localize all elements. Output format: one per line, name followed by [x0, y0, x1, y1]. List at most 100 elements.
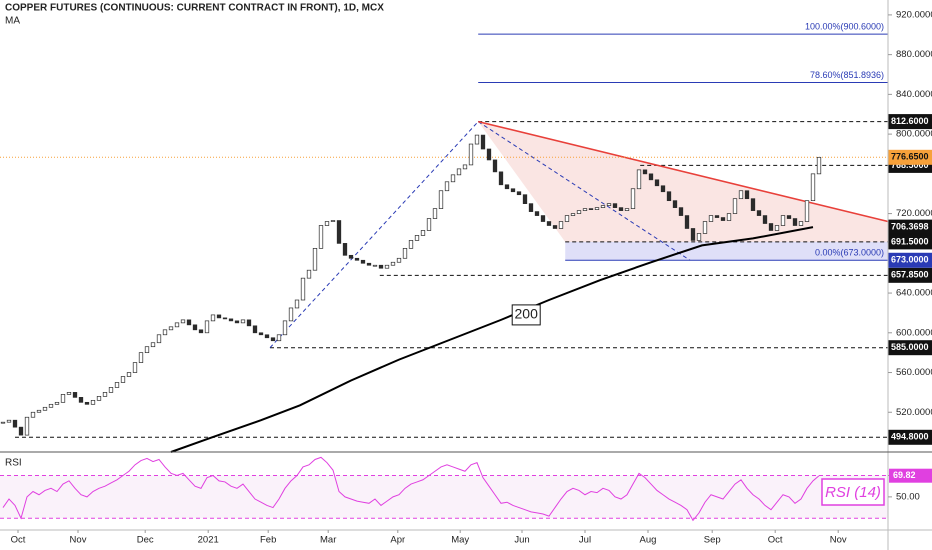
candle [768, 223, 774, 231]
candle [564, 215, 570, 222]
fib-label: 100.00%(900.6000) [805, 22, 884, 32]
candle [816, 156, 822, 175]
candle [210, 314, 216, 322]
candle [648, 173, 654, 181]
candle [804, 200, 810, 222]
candle [90, 399, 96, 405]
candle [594, 207, 600, 210]
candle [18, 426, 24, 436]
fib-label: 78.60%(851.8936) [810, 70, 884, 80]
candle [378, 264, 384, 269]
candle [510, 188, 516, 193]
candle [420, 230, 426, 236]
candle [690, 228, 696, 241]
x-tick-label: Nov [830, 535, 847, 546]
y-tick-label: 560.0000 [896, 367, 932, 378]
price-box-label: 585.0000 [891, 342, 929, 352]
rsi-badge-box [821, 478, 885, 506]
candle [54, 401, 60, 405]
candle [120, 376, 126, 383]
y-tick-label: 800.0000 [896, 129, 932, 140]
candle [216, 314, 222, 319]
candle [468, 143, 474, 166]
rsi-line [2, 456, 820, 522]
price-box [888, 149, 932, 165]
candle [324, 221, 330, 226]
y-tick-label: 520.0000 [896, 407, 932, 418]
candle [132, 362, 138, 373]
candle [726, 213, 732, 221]
candle [66, 392, 72, 395]
candle [372, 264, 378, 267]
candle [390, 261, 396, 266]
candle [618, 207, 624, 211]
candle [732, 198, 738, 214]
candle [702, 221, 708, 234]
candle [588, 208, 594, 210]
candle [174, 322, 180, 328]
candle [750, 198, 756, 211]
y-tick-label: 840.0000 [896, 89, 932, 100]
y-tick-label: 920.0000 [896, 9, 932, 20]
y-tick-label: 600.0000 [896, 327, 932, 338]
annotation-box [511, 304, 541, 326]
candle [714, 215, 720, 218]
candle [786, 215, 792, 219]
candle [48, 403, 54, 408]
price-box-label: 657.8500 [891, 270, 929, 280]
candle [462, 164, 468, 170]
x-tick-label: Nov [70, 535, 87, 546]
candle [654, 179, 660, 187]
candle [672, 200, 678, 208]
indicator-label: MA [5, 16, 20, 27]
candle [198, 329, 204, 334]
candle [126, 372, 132, 377]
candle [342, 243, 348, 256]
candle [228, 318, 234, 322]
candle [348, 254, 354, 259]
candle [660, 185, 666, 193]
price-box-label: 673.0000 [891, 255, 929, 265]
price-box-label: 776.6500 [891, 152, 929, 162]
candle [96, 396, 102, 401]
candle [336, 220, 342, 244]
price-box-label: 812.6000 [891, 116, 929, 126]
price-box-label: 691.5000 [891, 236, 929, 246]
candle [246, 319, 252, 327]
candle [258, 332, 264, 336]
candle [42, 406, 48, 411]
candle [444, 181, 450, 192]
candle [156, 334, 162, 344]
candle [222, 317, 228, 320]
line-layer: 100.00%(900.6000) 78.60%(851.8936) 0.00%(6… [0, 22, 889, 522]
price-box [888, 267, 932, 283]
candle [144, 346, 150, 354]
x-tick-label: Sep [704, 535, 721, 546]
candle [606, 203, 612, 206]
candle [396, 257, 402, 263]
candle [330, 220, 336, 222]
x-tick-label: Aug [640, 535, 657, 546]
rsi-label: RSI [5, 458, 22, 469]
candle [792, 218, 798, 226]
x-tick-label: 2021 [198, 535, 219, 546]
candle [162, 329, 168, 336]
y-tick-label: 880.0000 [896, 49, 932, 60]
candle [684, 215, 690, 229]
candle [180, 319, 186, 324]
overlay-layer: 200 RSI (14) [511, 304, 885, 506]
candle [36, 409, 42, 413]
candle [612, 203, 618, 208]
chart-title: COPPER FUTURES (CONTINUOUS: CURRENT CONT… [5, 3, 384, 14]
candle [798, 221, 804, 226]
candle [720, 217, 726, 221]
candle [576, 210, 582, 214]
x-tick-label: Apr [390, 535, 405, 546]
candle [186, 319, 192, 326]
candle [492, 159, 498, 173]
candle [642, 169, 648, 175]
candle [810, 173, 816, 202]
candle [192, 324, 198, 331]
candle [30, 411, 36, 418]
rsi-band-fill [0, 475, 888, 519]
